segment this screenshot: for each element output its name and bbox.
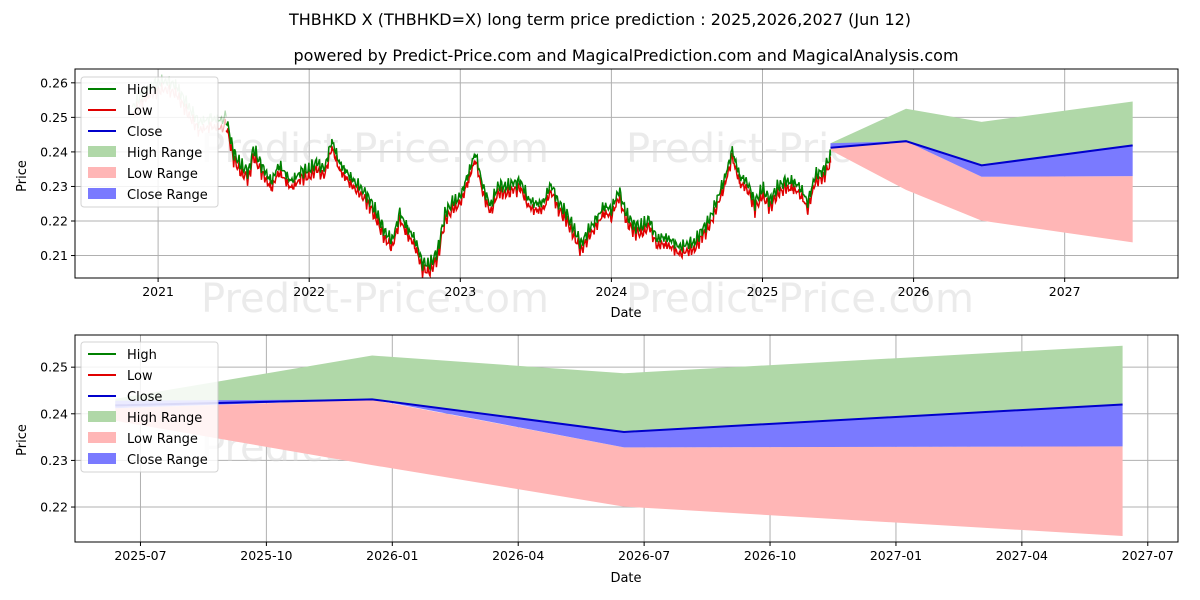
legend-label-low-range: Low Range [127, 432, 198, 447]
watermark-text: Predict-Price.com [626, 276, 974, 322]
x-tick-label: 2026-10 [744, 548, 796, 563]
series-marks [115, 345, 1123, 536]
x-tick-label: 2021 [142, 284, 174, 299]
legend-close-range-swatch [88, 188, 116, 199]
x-tick-label: 2023 [444, 284, 476, 299]
x-tick-label: 2027-04 [996, 548, 1048, 563]
legend-low-range-swatch [88, 432, 116, 443]
y-tick-label: 0.22 [40, 214, 68, 229]
close-range-band [115, 399, 1123, 448]
y-tick-label: 0.23 [40, 179, 68, 194]
legend-label-low: Low [127, 369, 153, 384]
x-tick-label: 2026-07 [618, 548, 670, 563]
x-tick-label: 2025 [747, 284, 779, 299]
series-marks [131, 74, 1133, 279]
axis-ticks: 2021 2022 2023 2024 2025 2026 2027 0.21 0.22 0.23… [40, 75, 1080, 299]
long-term-chart-panel: Predict-Price.com Predict-Price.com Pred… [15, 68, 1179, 322]
y-tick-label: 0.22 [40, 500, 68, 515]
high-history-line [225, 121, 832, 272]
x-tick-label: 2027-01 [870, 548, 922, 563]
high-range-band [830, 101, 1133, 166]
y-tick-label: 0.26 [40, 75, 68, 90]
x-tick-label: 2022 [293, 284, 325, 299]
plot-frame [74, 68, 1179, 279]
y-axis-label: Price [15, 424, 30, 456]
low-range-band [115, 399, 1123, 536]
y-axis-label: Price [15, 160, 30, 192]
y-tick-label: 0.23 [40, 453, 68, 468]
low-range-band [830, 141, 1133, 243]
y-tick-label: 0.24 [40, 144, 68, 159]
legend: High Low Close High Range Low Range Clos… [80, 341, 219, 473]
x-axis-label: Date [610, 306, 641, 321]
legend-label-close-range: Close Range [127, 188, 208, 203]
x-tick-label: 2026 [898, 284, 930, 299]
x-tick-label: 2027-07 [1122, 548, 1174, 563]
axis-ticks: 2025-07 2025-10 2026-01 2026-04 2026-07 2026-… [40, 360, 1174, 563]
x-axis-label: Date [610, 571, 641, 586]
legend-label-high-range: High Range [127, 411, 202, 426]
x-tick-label: 2025-07 [114, 548, 166, 563]
x-tick-label: 2025-10 [240, 548, 292, 563]
y-tick-label: 0.24 [40, 406, 68, 421]
forecast-detail-chart-panel: Predict-Price.com Predict-Price.com 2025… [15, 334, 1179, 586]
x-tick-label: 2027 [1049, 284, 1081, 299]
legend-label-high: High [127, 83, 157, 98]
y-tick-label: 0.21 [40, 248, 68, 263]
legend-label-low: Low [127, 104, 153, 119]
x-tick-label: 2024 [595, 284, 627, 299]
legend-label-low-range: Low Range [127, 167, 198, 182]
plot-frame [74, 334, 1179, 543]
close-range-band [830, 141, 1133, 177]
chart-subtitle: powered by Predict-Price.com and Magical… [293, 46, 958, 65]
legend-low-range-swatch [88, 167, 116, 178]
close-forecast-line [830, 140, 1133, 167]
legend-label-high-range: High Range [127, 146, 202, 161]
x-tick-label: 2026-04 [492, 548, 544, 563]
legend-label-close-range: Close Range [127, 453, 208, 468]
close-forecast-line [115, 398, 1123, 433]
watermark-text: Predict-Price.com [201, 276, 549, 322]
legend-label-close: Close [127, 125, 162, 140]
legend: High Low Close High Range Low Range Clos… [80, 76, 219, 208]
legend-label-close: Close [127, 390, 162, 405]
high-range-band [115, 345, 1123, 432]
legend-high-range-swatch [88, 146, 116, 157]
x-tick-label: 2026-01 [366, 548, 418, 563]
legend-close-range-swatch [88, 453, 116, 464]
y-tick-label: 0.25 [40, 360, 68, 375]
legend-label-high: High [127, 348, 157, 363]
legend-high-range-swatch [88, 411, 116, 422]
chart-title: THBHKD X (THBHKD=X) long term price pred… [288, 10, 911, 29]
y-tick-label: 0.25 [40, 110, 68, 125]
